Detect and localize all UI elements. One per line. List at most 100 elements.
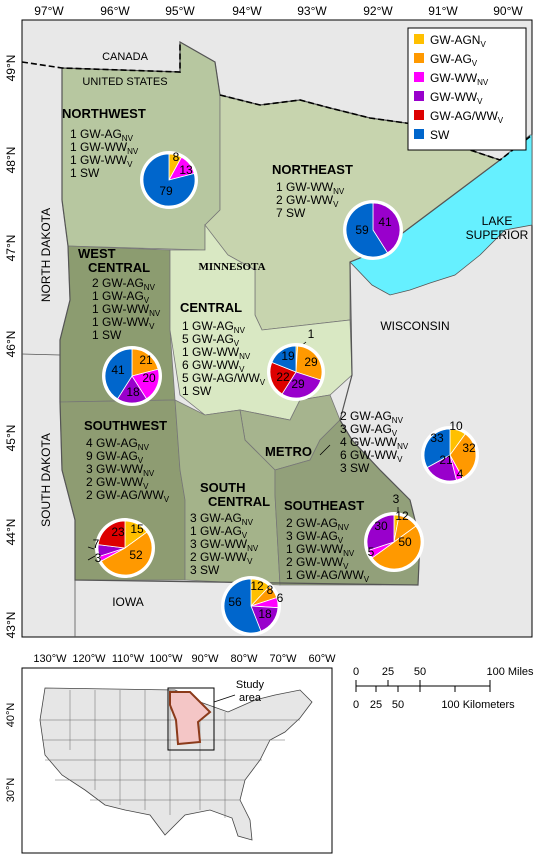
- legend-label: GW-WWNV: [430, 71, 489, 87]
- wisconsin-label: WISCONSIN: [380, 319, 449, 333]
- region-count-line: 1 GW-AGV: [190, 524, 248, 540]
- region-count-line: 5 GW-AGV: [182, 332, 240, 348]
- region-count-line: 6 GW-WWV: [340, 448, 403, 464]
- lat-label: 44°N: [4, 519, 18, 546]
- legend-swatch: [414, 72, 424, 82]
- place-labels: CANADA UNITED STATES MINNESOTA NORTH DAK…: [39, 51, 529, 609]
- pie-label: 23: [111, 525, 125, 539]
- legend-label: GW-WWV: [430, 90, 483, 106]
- region-count-line: 6 GW-WWV: [182, 358, 245, 374]
- region-count-line: 2 GW-WWV: [286, 555, 349, 571]
- region-count-line: 3 GW-AGV: [286, 529, 344, 545]
- legend-label: GW-AGV: [430, 52, 478, 68]
- region-count-line: 1 GW-WWV: [70, 153, 133, 169]
- pie-label: 10: [449, 419, 463, 433]
- pie-label: 8: [267, 583, 274, 597]
- pie-label: 56: [228, 595, 242, 609]
- region-count-line: 2 GW-WWV: [276, 193, 339, 209]
- region-count-line: 5 GW-AG/WWV: [182, 371, 266, 387]
- pie-label: 4: [457, 467, 464, 481]
- pie-slice: [295, 345, 323, 381]
- pie-label: 79: [159, 184, 173, 198]
- leader-metro: [319, 444, 331, 456]
- pie-northwest: 813 79: [140, 150, 198, 209]
- region-count-line: 4 GW-AGNV: [86, 436, 150, 452]
- lat-label: 43°N: [4, 612, 18, 639]
- region-count-line: 1 GW-WWV: [92, 315, 155, 331]
- pie-label: 3: [393, 492, 400, 506]
- international-border: [21, 42, 533, 161]
- region-name: SOUTH: [200, 480, 246, 495]
- region-count-line: 1 SW: [70, 166, 100, 180]
- north-dakota-label: NORTH DAKOTA: [39, 208, 53, 302]
- lon-label: 90°W: [493, 4, 523, 18]
- pie-slice: [142, 153, 196, 207]
- south-dakota-label: SOUTH DAKOTA: [39, 433, 53, 527]
- pie-label: 19: [281, 349, 295, 363]
- pie-label: 7: [93, 537, 100, 551]
- region-count-line: 2 GW-WWV: [86, 475, 149, 491]
- main-map: 97°W 96°W 95°W 94°W 93°W 92°W 91°W 90°W …: [4, 4, 533, 639]
- pie-label: 29: [304, 355, 318, 369]
- lat-label: 45°N: [4, 425, 18, 452]
- region-count-line: 3 GW-AGV: [340, 422, 398, 438]
- pie-southeast: 3 12 50 5 30: [364, 492, 424, 572]
- legend-label: SW: [430, 128, 450, 142]
- scale-km: 25: [370, 699, 382, 711]
- pie-slice: [366, 514, 395, 551]
- pie-metro: 10 32 4 21 33: [421, 419, 479, 484]
- pie-slice: [449, 433, 477, 479]
- legend: GW-AGNV GW-AGV GW-WWNV GW-WWV GW-AG/WWV SW: [407, 27, 527, 151]
- pie-label: 18: [126, 385, 140, 399]
- pie-slice: [281, 371, 322, 399]
- lon-label: 97°W: [34, 4, 64, 18]
- pie-southcentral: 12 86 18 56: [221, 576, 284, 636]
- region-name: WEST: [78, 246, 116, 261]
- pie-slice: [223, 578, 262, 634]
- scale-bar: 0 25 50 100 Miles 0 25 50 100 Kilometers: [353, 666, 534, 711]
- inset-lon-label: 60°W: [308, 653, 336, 665]
- region-count-line: 2 GW-AGNV: [286, 516, 350, 532]
- scale-miles: 50: [414, 666, 426, 678]
- lon-label: 92°W: [363, 4, 393, 18]
- canada-label: CANADA: [102, 51, 149, 63]
- region-name: SOUTHWEST: [84, 418, 167, 433]
- lat-label: 48°N: [4, 147, 18, 174]
- pie-label: 6: [277, 591, 284, 605]
- pie-label: 18: [258, 607, 272, 621]
- legend-label: GW-AG/WWV: [430, 109, 504, 125]
- pie-label: 41: [111, 363, 125, 377]
- inset-and-scale: 130°W 120°W 110°W 100°W 90°W 80°W 70°W 6…: [5, 653, 534, 854]
- legend-swatch: [414, 34, 424, 44]
- leader-sw-3: [87, 555, 96, 561]
- region-count-line: 3 SW: [340, 461, 370, 475]
- scale-km: 100 Kilometers: [441, 699, 515, 711]
- inset-lon-label: 110°W: [112, 653, 145, 665]
- region-count-line: 1 GW-AGNV: [182, 319, 246, 335]
- scale-miles: 25: [382, 666, 394, 678]
- region-count-line: 1 GW-AGV: [92, 289, 150, 305]
- pie-label: 12: [250, 579, 264, 593]
- pie-slice: [371, 525, 422, 570]
- region-count-line: 1 SW: [92, 328, 122, 342]
- pie-slice: [423, 428, 451, 469]
- scale-km: 50: [392, 699, 404, 711]
- region-count-line: 4 GW-WWNV: [340, 435, 409, 451]
- pie-label: 33: [430, 431, 444, 445]
- scale-miles: 100 Miles: [486, 666, 534, 678]
- pie-label: 3: [95, 551, 102, 565]
- pie-label: 50: [398, 535, 412, 549]
- study-area-box: [167, 687, 215, 751]
- lake-superior-label: SUPERIOR: [466, 228, 529, 242]
- pie-slice: [426, 454, 457, 482]
- us-label: UNITED STATES: [82, 76, 167, 88]
- region-name: CENTRAL: [208, 494, 270, 509]
- lon-label: 95°W: [165, 4, 195, 18]
- pie-slice: [100, 531, 153, 576]
- pie-slice: [104, 348, 133, 400]
- region-name: CENTRAL: [88, 260, 150, 275]
